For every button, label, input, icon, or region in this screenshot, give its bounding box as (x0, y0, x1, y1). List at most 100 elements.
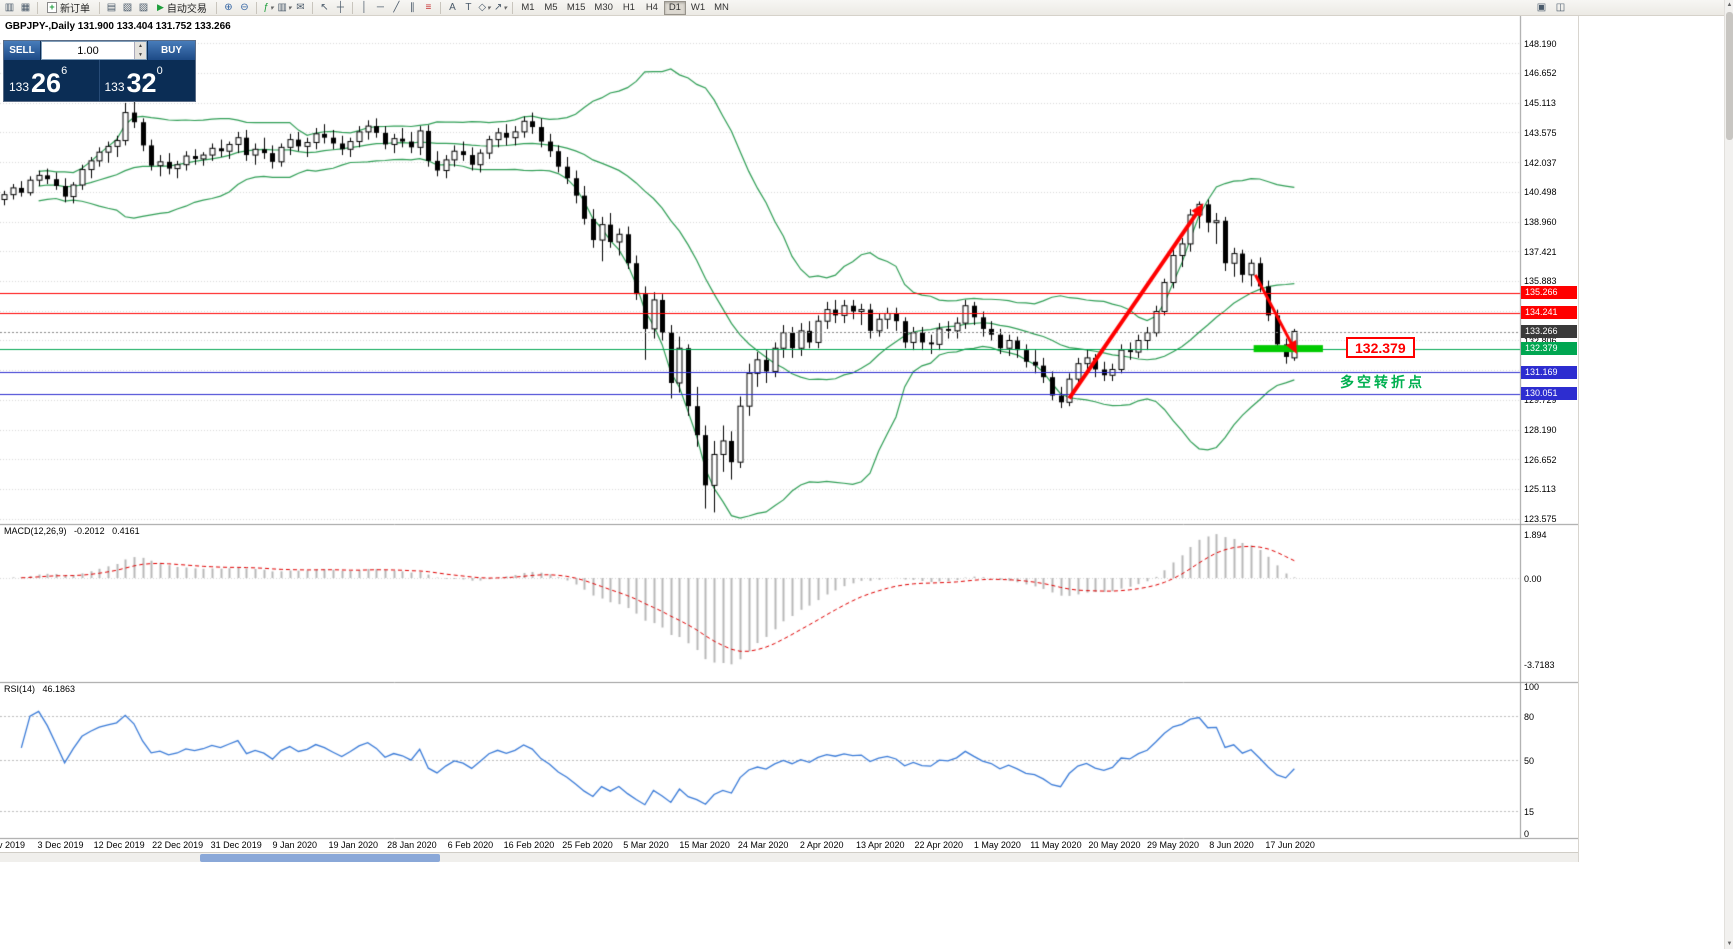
crosshair-icon[interactable]: ┼ (336, 2, 344, 13)
price-axis-label: 126.652 (1524, 454, 1557, 465)
macd-axis-label: -3.7183 (1524, 659, 1555, 670)
new-order-button[interactable]: + 新订单 (42, 1, 95, 15)
horizontal-scrollbar-thumb[interactable] (200, 854, 440, 862)
auto-trading-button[interactable]: ▶ 自动交易 (152, 1, 212, 15)
date-axis-label: 17 Jun 2020 (1265, 840, 1315, 850)
price-axis-label: 148.190 (1524, 38, 1557, 49)
timeframe-button-w1[interactable]: W1 (687, 1, 709, 15)
scroll-up-icon[interactable]: ▲ (1726, 2, 1733, 8)
timeframe-button-h4[interactable]: H4 (641, 1, 663, 15)
timeframe-button-m5[interactable]: M5 (540, 1, 562, 15)
ask-price-panel[interactable]: 133 32 0 (100, 60, 196, 101)
horizontal-line-icon[interactable]: ─ (376, 2, 384, 13)
rsi-name: RSI(14) (4, 684, 36, 694)
price-chart-canvas[interactable] (0, 16, 1578, 862)
timeframe-button-m1[interactable]: M1 (517, 1, 539, 15)
price-axis-label: 132.806 (1524, 335, 1557, 346)
market-watch-icon[interactable]: ▤ (106, 2, 117, 13)
toolbar-separator (351, 1, 353, 14)
macd-main-value: -0.2012 (74, 526, 105, 536)
vertical-scrollbar[interactable]: ▲ ▼ (1724, 0, 1733, 949)
date-axis-label: 25 Feb 2020 (562, 840, 613, 850)
price-line-tag[interactable]: 135.266 (1521, 286, 1577, 300)
sell-button[interactable]: SELL (4, 41, 41, 60)
price-line-tag[interactable]: 134.241 (1521, 306, 1577, 320)
rsi-value: 46.1863 (42, 684, 76, 694)
text-tool-icon[interactable]: A (449, 2, 456, 13)
date-axis-label: 28 Jan 2020 (387, 840, 437, 850)
volume-up-icon[interactable]: ▲ (135, 42, 146, 51)
date-axis-label: 15 Mar 2020 (679, 840, 730, 850)
shapes-icon[interactable]: ◇ ▾ (478, 2, 491, 13)
date-axis-label: 22 Dec 2019 (152, 840, 204, 850)
date-axis-label: 3 Dec 2019 (37, 840, 84, 850)
vertical-line-icon[interactable]: │ (361, 2, 368, 13)
navigator-icon[interactable]: ▧ (122, 2, 133, 13)
timeframe-button-m15[interactable]: M15 (563, 1, 589, 15)
main-toolbar: ▥ ▦ + 新订单 ▤ ▧ ▨ ▶ 自动交易 ⊕ ⊖ ƒ ▾ ▥ ▾ ✉ ↖ ┼ │… (0, 0, 1733, 16)
new-order-label: 新订单 (60, 4, 90, 15)
toolbar-separator (99, 1, 100, 14)
chart-window-edge (1578, 16, 1579, 862)
price-axis-label: 140.498 (1524, 187, 1557, 198)
price-line-tag[interactable]: 133.266 (1521, 325, 1577, 338)
price-axis-label: 138.960 (1524, 217, 1557, 228)
auto-trading-play-icon: ▶ (157, 2, 164, 12)
volume-spinner: ▲ ▼ (134, 42, 146, 59)
horizontal-scrollbar[interactable] (0, 852, 1578, 862)
timeframe-button-m30[interactable]: M30 (590, 1, 616, 15)
date-axis-label: 4 Nov 2019 (0, 840, 26, 850)
scroll-down-icon[interactable]: ▼ (1726, 941, 1733, 947)
auto-trading-label: 自动交易 (166, 4, 207, 15)
volume-input[interactable] (42, 42, 146, 59)
chart-windows-icon[interactable]: ▦ (20, 2, 31, 13)
arrows-tool-icon[interactable]: ↗ ▾ (493, 2, 507, 13)
price-axis-label: 128.190 (1524, 425, 1557, 436)
cursor-icon[interactable]: ↖ (320, 2, 329, 13)
trendline-icon[interactable]: ╱ (393, 2, 400, 13)
zoom-out-icon[interactable]: ⊖ (240, 2, 249, 13)
macd-axis-label: 0.00 (1524, 573, 1542, 584)
new-chart-icon[interactable]: ▥ (4, 2, 15, 13)
terminal-icon[interactable]: ▨ (138, 2, 149, 13)
price-axis-label: 145.113 (1524, 98, 1556, 109)
bid-big-digits: 26 (31, 68, 62, 98)
date-axis-label: 13 Apr 2020 (855, 840, 905, 850)
zoom-in-icon[interactable]: ⊕ (224, 2, 233, 13)
rsi-indicator-label: RSI(14) 46.1863 (4, 684, 80, 694)
fibonacci-icon[interactable]: ≡ (425, 2, 432, 13)
price-line-tag[interactable]: 132.379 (1521, 342, 1577, 356)
price-annotation-box[interactable]: 132.379 (1346, 337, 1415, 358)
ask-sup-digit: 0 (156, 65, 163, 77)
rsi-axis-label: 100 (1524, 682, 1540, 693)
price-axis-label: 143.575 (1524, 127, 1557, 138)
chart-shift-icon[interactable]: ◫ (1555, 2, 1566, 13)
price-line-tag[interactable]: 131.169 (1521, 365, 1577, 379)
bid-price-panel[interactable]: 133 26 6 (4, 60, 100, 101)
indicators-icon[interactable]: ƒ ▾ (263, 2, 274, 13)
channel-icon[interactable]: ∥ (409, 2, 415, 13)
timeframe-button-d1[interactable]: D1 (663, 0, 686, 15)
templates-icon[interactable]: ▥ ▾ (277, 2, 292, 13)
date-axis-label: 6 Feb 2020 (447, 840, 494, 850)
date-axis-label: 11 May 2020 (1030, 840, 1082, 850)
buy-button[interactable]: BUY (147, 41, 195, 60)
volume-down-icon[interactable]: ▼ (135, 50, 146, 59)
chart-properties-icon[interactable]: ▣ (1536, 2, 1547, 13)
rsi-axis-label: 80 (1524, 711, 1535, 722)
timeframe-button-mn[interactable]: MN (710, 1, 733, 15)
toolbar-separator (511, 1, 513, 14)
toolbar-separator (439, 1, 441, 14)
label-tool-icon[interactable]: T (465, 2, 472, 13)
price-axis-label: 146.652 (1524, 68, 1557, 79)
mail-icon[interactable]: ✉ (296, 2, 305, 13)
vertical-scrollbar-thumb[interactable] (1726, 12, 1733, 140)
price-axis-label: 123.575 (1524, 514, 1557, 525)
turning-point-note[interactable]: 多空转折点 (1340, 374, 1425, 390)
price-line-tag[interactable]: 130.051 (1521, 387, 1577, 401)
one-click-trading-panel: SELL ▲ ▼ BUY 133 26 6 133 32 0 (3, 40, 196, 102)
date-axis-label: 9 Jan 2020 (272, 840, 318, 850)
timeframe-button-h1[interactable]: H1 (618, 1, 640, 15)
